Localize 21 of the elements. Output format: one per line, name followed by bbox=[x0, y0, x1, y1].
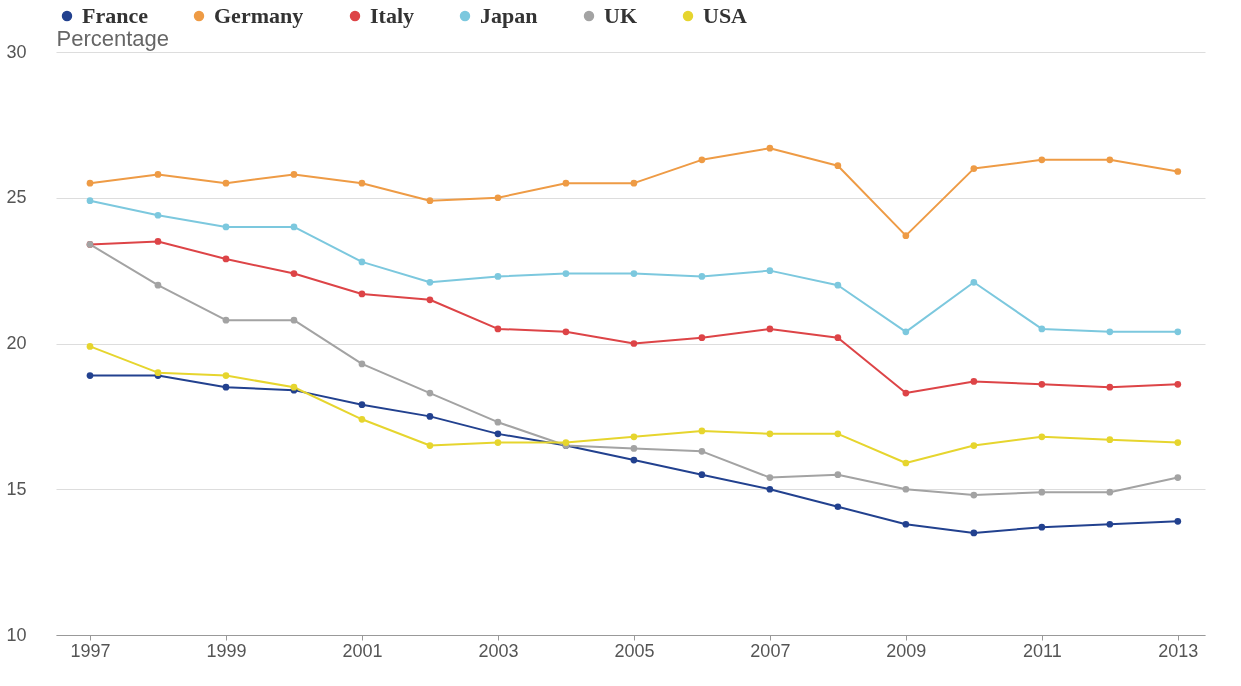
legend-label: Japan bbox=[480, 3, 538, 28]
x-tick-label: 1997 bbox=[70, 640, 111, 661]
y-tick-label: 25 bbox=[6, 187, 27, 208]
legend-label: UK bbox=[604, 3, 637, 28]
x-tick-label: 2001 bbox=[342, 640, 383, 661]
legend-label: Germany bbox=[214, 3, 304, 28]
legend-label: France bbox=[82, 3, 149, 28]
legend-label: Italy bbox=[370, 3, 414, 28]
x-tick-label: 2013 bbox=[1158, 640, 1199, 661]
y-tick-label: 20 bbox=[6, 333, 27, 353]
x-tick-label: 1999 bbox=[206, 640, 247, 661]
x-tick-label: 2005 bbox=[614, 640, 655, 661]
legend-label: USA bbox=[703, 3, 748, 28]
y-tick-label: 15 bbox=[6, 478, 27, 499]
y-axis-title: Percentage bbox=[56, 25, 170, 51]
y-tick-label: 10 bbox=[6, 624, 27, 645]
x-tick-label: 2009 bbox=[886, 640, 927, 661]
x-tick-label: 2011 bbox=[1022, 640, 1062, 661]
y-tick-label: 30 bbox=[6, 41, 27, 62]
x-tick-label: 2003 bbox=[478, 640, 519, 661]
x-tick-label: 2007 bbox=[750, 640, 791, 661]
